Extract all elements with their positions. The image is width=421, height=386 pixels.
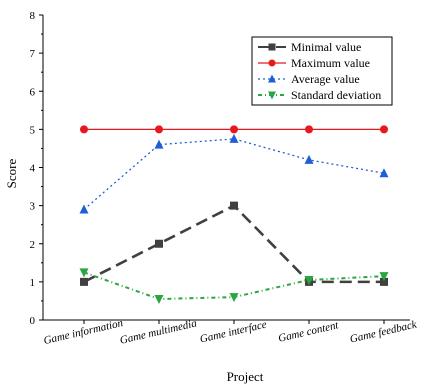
series-line xyxy=(83,138,385,210)
data-point xyxy=(304,275,314,285)
data-point xyxy=(80,277,88,286)
y-tick-label: 2 xyxy=(30,239,36,251)
y-tick-label: 5 xyxy=(30,124,36,136)
legend-label: Maximum value xyxy=(291,56,370,70)
data-point xyxy=(80,125,88,134)
data-point xyxy=(229,293,239,303)
data-point xyxy=(230,201,238,210)
data-point xyxy=(304,154,314,164)
y-tick-label: 1 xyxy=(30,277,36,289)
series-line xyxy=(83,204,384,284)
series-maximum-value xyxy=(80,125,388,134)
y-tick-label: 0 xyxy=(30,315,36,327)
legend-marker xyxy=(268,91,276,100)
series-layer xyxy=(79,125,389,305)
legend-label: Minimal value xyxy=(291,40,361,54)
data-point xyxy=(305,125,313,134)
data-point xyxy=(229,133,239,143)
data-point xyxy=(380,125,388,134)
legend-marker xyxy=(268,43,276,51)
data-point xyxy=(379,168,389,178)
legend-label: Average value xyxy=(291,72,360,86)
legend: Minimal value Maximum value Average value S… xyxy=(251,36,393,106)
series-average-value xyxy=(79,133,389,214)
data-point xyxy=(380,277,388,286)
data-point xyxy=(230,125,238,134)
y-tick-label: 8 xyxy=(30,10,36,22)
data-point xyxy=(79,268,89,278)
data-point xyxy=(154,139,164,149)
data-point xyxy=(155,125,163,134)
y-tick-label: 7 xyxy=(30,48,36,60)
x-axis-title: Project xyxy=(227,369,264,384)
legend-marker xyxy=(268,74,276,83)
series-minimal-value xyxy=(80,201,388,286)
data-point xyxy=(379,272,389,282)
data-point xyxy=(154,295,164,305)
y-tick-label: 3 xyxy=(30,201,36,213)
y-axis-title: Score xyxy=(4,158,19,188)
data-point xyxy=(79,204,89,214)
y-tick-label: 6 xyxy=(30,86,36,98)
series-standard-deviation xyxy=(79,268,389,305)
legend-label: Standard deviation xyxy=(291,88,381,102)
legend-marker xyxy=(268,59,276,67)
data-point xyxy=(155,239,163,248)
y-tick-label: 4 xyxy=(30,163,36,175)
x-tick-label: Game interface xyxy=(199,319,268,346)
